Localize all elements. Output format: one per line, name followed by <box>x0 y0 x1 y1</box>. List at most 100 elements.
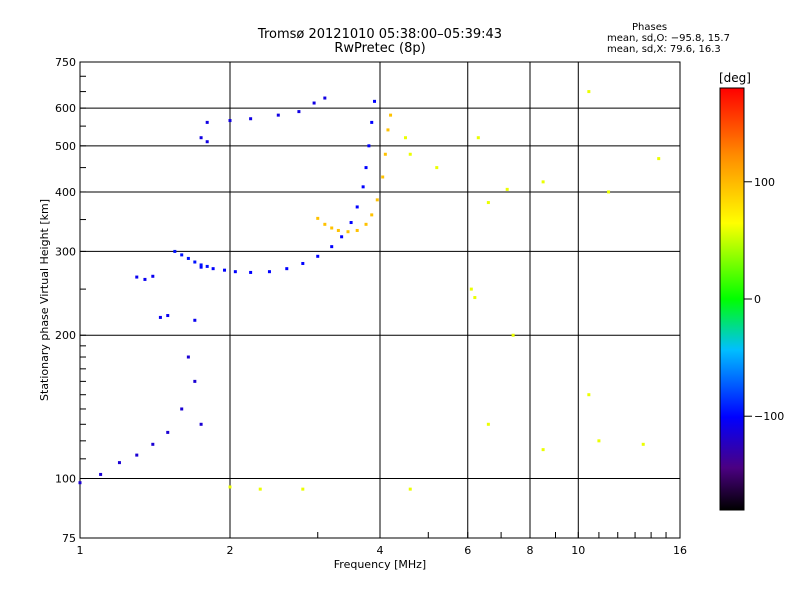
echo-point <box>199 265 203 269</box>
echo-point <box>223 268 227 272</box>
echo-point <box>323 222 327 226</box>
echo-point <box>469 287 473 291</box>
echo-point <box>211 267 215 271</box>
echo-point <box>135 453 139 457</box>
echo-point <box>408 152 412 156</box>
echo-point <box>373 99 377 103</box>
echo-point <box>205 264 209 268</box>
echo-point <box>340 235 344 239</box>
echo-point <box>364 222 368 226</box>
echo-point <box>486 201 490 205</box>
x-tick-label: 4 <box>377 544 384 557</box>
echo-point <box>228 119 232 123</box>
echo-point <box>336 228 340 232</box>
echo-point <box>180 407 184 411</box>
echo-point <box>355 228 359 232</box>
y-tick-label: 100 <box>55 473 76 486</box>
echo-point <box>228 485 232 489</box>
echo-point <box>330 226 334 230</box>
colorbar-tick-label: −100 <box>754 410 784 423</box>
echo-point <box>199 136 203 140</box>
echo-point <box>403 136 407 140</box>
echo-point <box>346 230 350 234</box>
echo-point <box>505 187 509 191</box>
echo-point <box>349 221 353 225</box>
echo-point <box>641 442 645 446</box>
echo-point <box>186 256 190 260</box>
echo-point <box>381 175 385 179</box>
stats-x-mode: mean, sd,X: 79.6, 16.3 <box>607 44 721 55</box>
echo-point <box>199 263 203 267</box>
echo-point <box>476 136 480 140</box>
echo-point <box>199 422 203 426</box>
x-tick-label: 1 <box>77 544 84 557</box>
echo-point <box>486 422 490 426</box>
chart-title: Tromsø 20121010 05:38:00–05:39:43 <box>257 27 503 42</box>
echo-point <box>180 253 184 257</box>
echo-point <box>151 274 155 278</box>
y-tick-label: 750 <box>55 56 76 69</box>
colorbar <box>719 87 745 511</box>
y-tick-label: 75 <box>62 532 76 545</box>
echo-point <box>276 113 280 117</box>
y-axis-label: Stationary phase Virtual Height [km] <box>38 199 51 401</box>
echo-point <box>205 120 209 124</box>
stats-heading: Phases <box>632 22 668 33</box>
echo-point <box>607 190 611 194</box>
echo-point <box>151 442 155 446</box>
echo-point <box>375 198 379 202</box>
echo-point <box>408 487 412 491</box>
echo-point <box>117 461 121 465</box>
echo-point <box>657 157 661 161</box>
x-tick-label: 10 <box>571 544 585 557</box>
x-axis-label: Frequency [MHz] <box>334 558 426 571</box>
y-tick-label: 200 <box>55 329 76 342</box>
echo-point <box>389 113 393 117</box>
echo-point <box>301 261 305 265</box>
echo-point <box>383 152 387 156</box>
echo-point <box>367 144 371 148</box>
x-tick-label: 2 <box>227 544 234 557</box>
echo-point <box>361 185 365 189</box>
y-tick-label: 600 <box>55 102 76 115</box>
echo-point <box>135 275 139 279</box>
echo-point <box>186 355 190 359</box>
x-tick-label: 6 <box>464 544 471 557</box>
echo-point <box>158 315 162 319</box>
echo-point <box>233 270 237 274</box>
echo-point <box>78 481 82 485</box>
echo-point <box>312 101 316 105</box>
echo-point <box>541 448 545 452</box>
echo-point <box>473 296 477 300</box>
echo-point <box>193 260 197 264</box>
colorbar-label: [deg] <box>719 71 751 85</box>
echo-point <box>193 379 197 383</box>
echo-point <box>258 487 262 491</box>
echo-point <box>166 314 170 318</box>
echo-point <box>386 128 390 132</box>
colorbar-tick-label: 0 <box>754 293 761 306</box>
echo-point <box>301 487 305 491</box>
echo-point <box>597 439 601 443</box>
echo-point <box>435 166 439 170</box>
chart-subtitle: RwPretec (8p) <box>334 41 426 56</box>
y-tick-label: 400 <box>55 186 76 199</box>
colorbar-tick-label: 100 <box>754 176 775 189</box>
echo-point <box>143 277 147 281</box>
echo-point <box>205 140 209 144</box>
echo-point <box>370 213 374 217</box>
echo-point <box>193 318 197 322</box>
echo-point <box>323 96 327 100</box>
y-tick-label: 300 <box>55 245 76 258</box>
y-tick-label: 500 <box>55 140 76 153</box>
echo-point <box>330 245 334 249</box>
echo-point <box>249 117 253 121</box>
echo-point <box>285 267 289 271</box>
echo-point <box>316 254 320 258</box>
echo-point <box>316 216 320 220</box>
echo-point <box>511 333 515 337</box>
echo-point <box>166 430 170 434</box>
x-tick-label: 8 <box>527 544 534 557</box>
echo-point <box>364 166 368 170</box>
